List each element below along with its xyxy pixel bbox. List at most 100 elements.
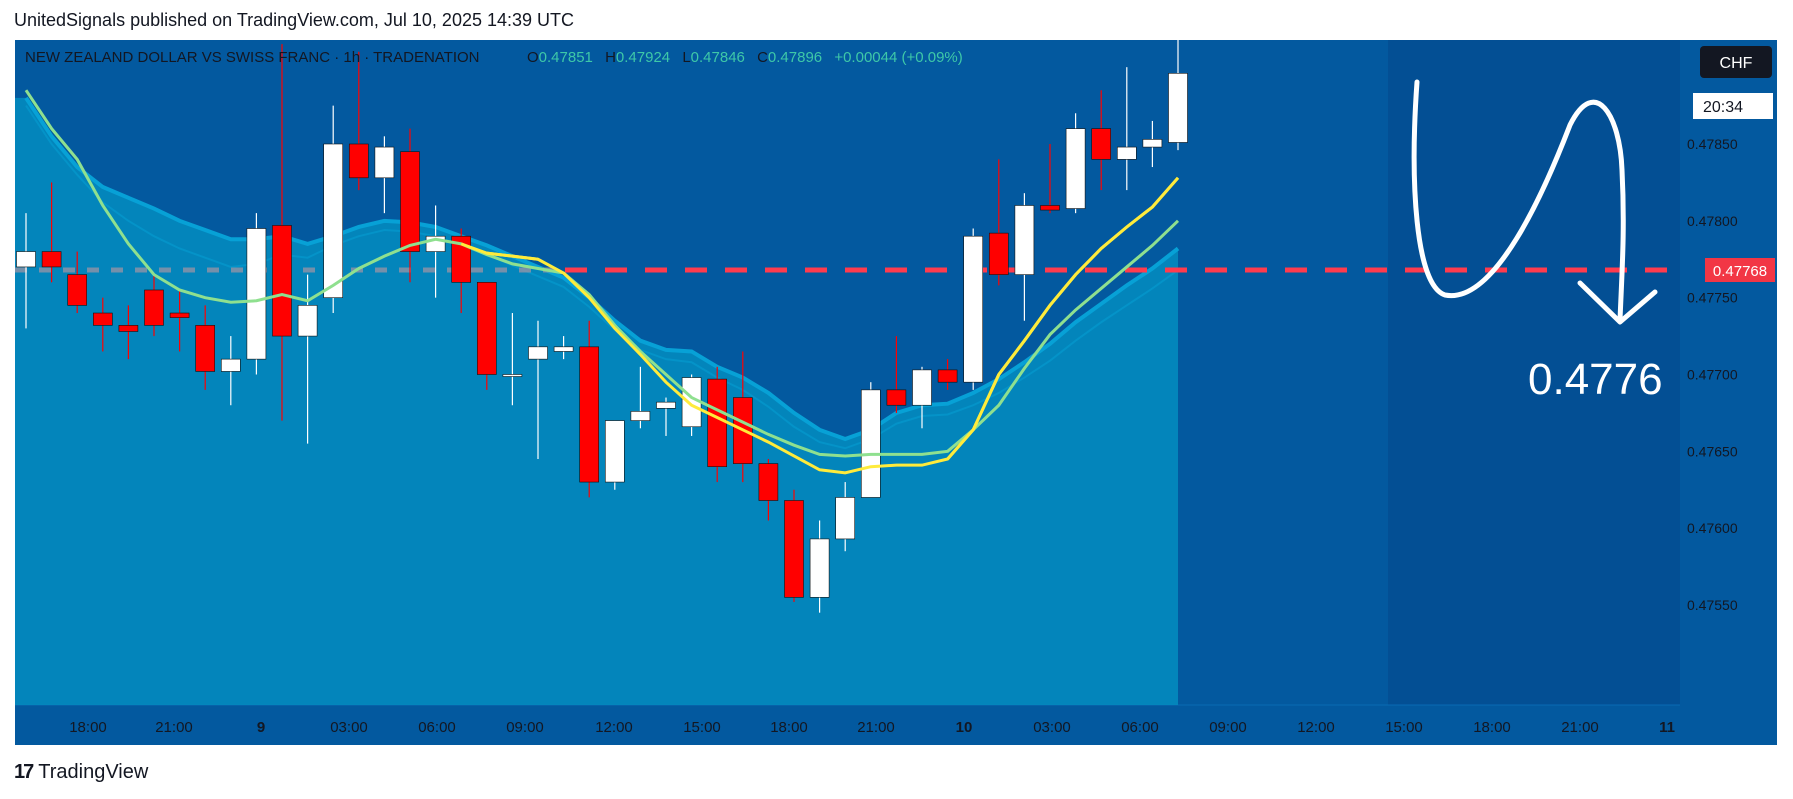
price-tick-label: 0.47650: [1687, 443, 1738, 459]
candle-body: [937, 369, 958, 383]
candle: [758, 459, 779, 521]
price-tick-label: 0.47800: [1687, 213, 1738, 229]
candle-body: [195, 325, 215, 372]
candle: [348, 51, 369, 191]
candle-body: [1168, 73, 1188, 143]
time-tick-label: 9: [257, 719, 265, 736]
candle-body: [758, 463, 779, 501]
candle: [604, 420, 625, 490]
candle-body: [886, 389, 907, 406]
current-price-badge: [1705, 258, 1775, 283]
legend-symbol: NEW ZEALAND DOLLAR VS SWISS FRANC · 1h ·…: [25, 49, 480, 66]
candle: [41, 182, 62, 283]
candles: [16, 40, 1188, 613]
price-axis-panel[interactable]: [1680, 40, 1777, 745]
time-tick-label: 03:00: [330, 719, 368, 736]
time-tick-label: 18:00: [770, 719, 808, 736]
candle-body: [1091, 128, 1111, 160]
ma-fast-line-recent: [946, 176, 1180, 461]
price-tick-label: 0.47700: [1687, 367, 1738, 383]
time-tick-label: 12:00: [595, 719, 633, 736]
candle-body: [144, 289, 164, 326]
candle: [400, 128, 420, 283]
price-tick-label: 0.47550: [1687, 597, 1738, 613]
time-tick-label: 21:00: [1561, 719, 1599, 736]
time-tick-label: 21:00: [857, 719, 895, 736]
candle-body: [835, 497, 856, 540]
candle-body: [451, 235, 472, 283]
time-tick-label: 21:00: [155, 719, 193, 736]
candle-body: [784, 500, 804, 598]
time-axis-panel[interactable]: [15, 705, 1680, 745]
candle: [656, 397, 676, 436]
candle-body: [809, 538, 830, 598]
time-tick-label: 09:00: [506, 719, 544, 736]
ma-slow-line: [24, 89, 1180, 458]
time-tick-label: 12:00: [1297, 719, 1335, 736]
time-tick-label: 15:00: [1385, 719, 1423, 736]
candle-body: [1117, 146, 1137, 160]
price-axis-ticks: 0.47850 0.47800 0.47750 0.47700 0.47650 0.476…: [1687, 136, 1738, 613]
candle-body: [246, 228, 267, 360]
tradingview-logo[interactable]: 17 TradingView: [14, 761, 148, 784]
candle: [528, 320, 548, 460]
candle: [16, 213, 36, 329]
currency-badge[interactable]: [1700, 46, 1772, 78]
projection-curve: [1411, 79, 1626, 323]
legend-ohlc: O0.47851 H0.47924 L0.47846 C0.47896 +0.0…: [527, 49, 963, 66]
time-tick-label: 18:00: [1473, 719, 1511, 736]
candle-body: [348, 143, 369, 179]
chart-frame[interactable]: 0.47850 0.47800 0.47750 0.47700 0.47650 0.476…: [15, 40, 1777, 745]
candle: [809, 520, 830, 613]
countdown-label: 20:34: [1703, 99, 1743, 116]
candle-body: [912, 369, 932, 406]
candle-body: [221, 358, 241, 372]
arrow-head-icon: [1577, 280, 1658, 325]
current-price-label: 0.47768: [1713, 263, 1767, 280]
candle-body: [1142, 139, 1163, 148]
candle: [860, 382, 881, 498]
candle: [937, 359, 958, 390]
candle-body: [1014, 205, 1035, 275]
candle: [1091, 90, 1111, 191]
candle: [67, 251, 88, 314]
candle: [144, 274, 164, 337]
published-header: UnitedSignals published on TradingView.c…: [14, 10, 575, 30]
candle-body: [502, 374, 523, 377]
time-tick-label: 06:00: [418, 719, 456, 736]
candle-body: [93, 312, 113, 326]
candle-body: [1065, 128, 1086, 209]
candle: [963, 228, 984, 390]
price-tick-label: 0.47750: [1687, 290, 1738, 306]
candle-body: [963, 235, 984, 383]
candle-body: [553, 346, 574, 352]
candle: [118, 305, 139, 360]
candle: [553, 336, 574, 360]
time-tick-label: 03:00: [1033, 719, 1071, 736]
candle-body: [579, 346, 600, 483]
candle-body: [169, 312, 190, 318]
candle: [630, 366, 651, 429]
candlestick-chart[interactable]: 0.47850 0.47800 0.47750 0.47700 0.47650 0.476…: [15, 40, 1777, 745]
candle: [502, 313, 523, 406]
candle-body: [1040, 205, 1060, 211]
candle: [1040, 144, 1060, 214]
candle: [195, 305, 215, 390]
candle: [272, 44, 292, 421]
candle: [912, 366, 932, 429]
price-tick-label: 0.47850: [1687, 136, 1738, 152]
candle: [835, 482, 856, 552]
candle-body: [41, 251, 62, 268]
candle: [93, 297, 113, 352]
candle-body: [67, 274, 88, 306]
future-zone: [1388, 40, 1680, 705]
candle-body: [528, 346, 548, 360]
candle-body: [656, 401, 676, 409]
candle-body: [374, 146, 395, 179]
candle-body: [630, 411, 651, 421]
candle: [784, 489, 804, 602]
candle: [707, 366, 728, 483]
candle: [988, 159, 1009, 286]
tradingview-logo-text: TradingView: [38, 761, 149, 783]
candle-body: [118, 325, 139, 332]
